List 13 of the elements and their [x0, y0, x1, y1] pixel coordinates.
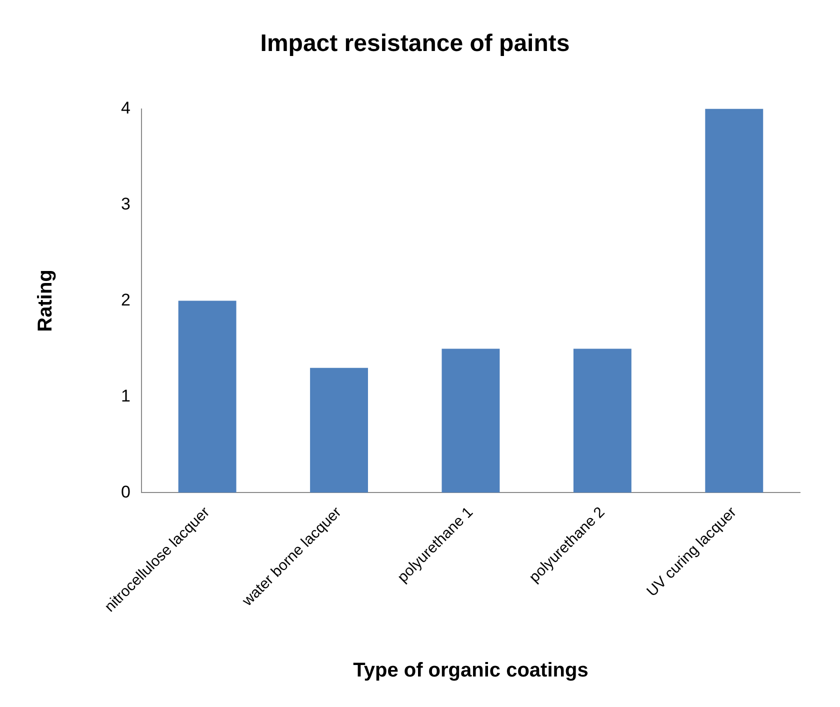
bar: [573, 348, 632, 493]
x-axis-title: Type of organic coatings: [353, 660, 588, 682]
bar: [705, 108, 764, 493]
chart-title: Impact resistance of paints: [260, 30, 570, 58]
bar: [442, 348, 500, 493]
y-axis-title: Rating: [34, 270, 57, 332]
y-tick-label: 0: [120, 482, 130, 502]
y-tick-label: 3: [120, 194, 130, 214]
bar: [178, 300, 236, 493]
y-tick-label: 4: [120, 98, 130, 118]
bar: [310, 368, 368, 493]
y-tick-label: 2: [120, 290, 130, 310]
y-tick-label: 1: [120, 386, 130, 406]
